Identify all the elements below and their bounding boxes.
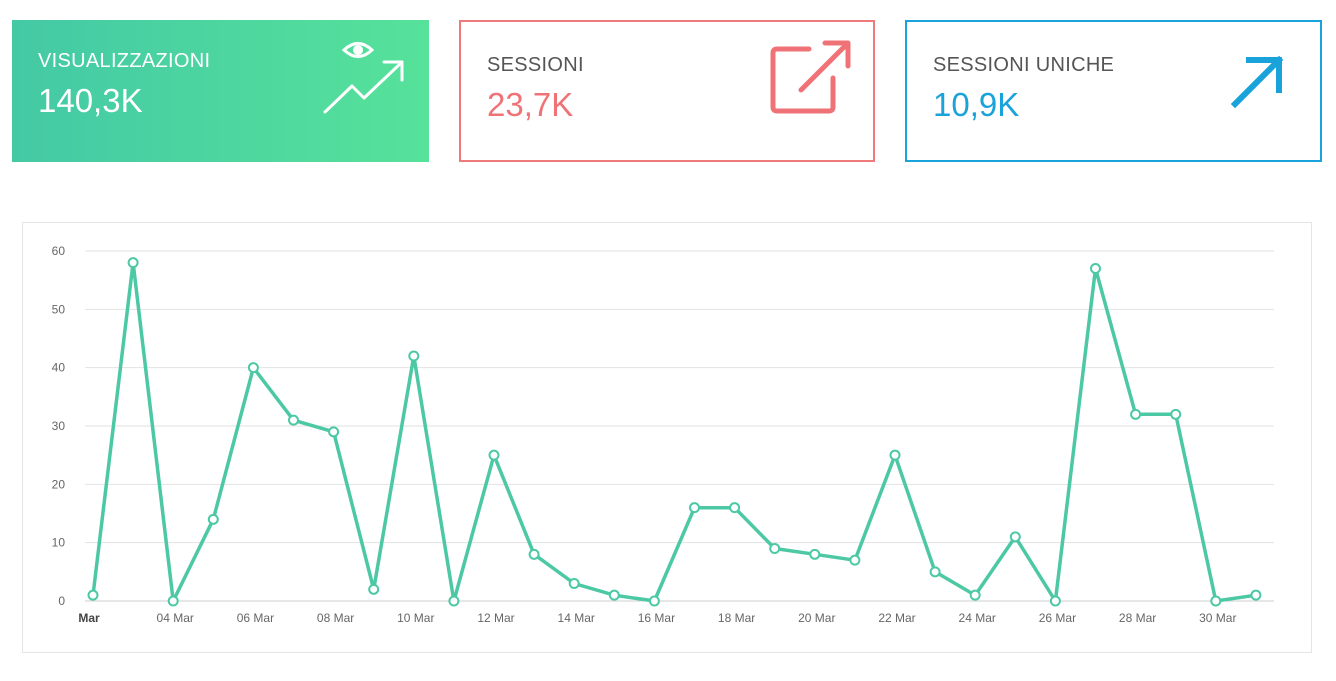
data-point-0 — [87, 589, 99, 601]
x-tick-label-8: 18 Mar — [718, 611, 755, 625]
data-point-11 — [528, 548, 540, 560]
x-tick-label-9: 20 Mar — [798, 611, 835, 625]
external-link-icon — [770, 40, 851, 114]
data-point-20 — [889, 449, 901, 461]
unique-sessions-label: SESSIONI UNICHE — [933, 54, 1115, 76]
data-point-19 — [849, 554, 861, 566]
data-point-1 — [127, 257, 139, 269]
x-tick-label-0: Mar — [78, 611, 100, 625]
x-tick-label-7: 16 Mar — [638, 611, 675, 625]
data-point-12 — [568, 578, 580, 589]
arrow-up-right-icon — [1230, 55, 1284, 109]
x-tick-label-6: 14 Mar — [558, 611, 595, 625]
data-point-21 — [929, 566, 941, 578]
data-point-3 — [207, 513, 219, 525]
data-point-4 — [247, 362, 259, 374]
y-tick-label-50: 50 — [52, 302, 66, 316]
data-point-13 — [608, 589, 620, 601]
views-value: 140,3K — [38, 82, 143, 119]
y-tick-label-40: 40 — [52, 361, 66, 375]
data-point-15 — [689, 502, 700, 514]
data-point-28 — [1210, 595, 1222, 607]
unique-sessions-card: SESSIONI UNICHE 10,9K — [905, 20, 1322, 162]
x-tick-label-10: 22 Mar — [878, 611, 915, 625]
x-tick-label-13: 28 Mar — [1119, 611, 1156, 625]
data-point-9 — [448, 595, 460, 607]
y-axis-ticks: 0 10 20 30 40 50 60 — [52, 244, 66, 608]
sessions-line-chart: 0 10 20 30 40 50 60 Mar 04 Mar 06 Mar 08 Mar 10 Ma… — [22, 222, 1312, 653]
x-tick-label-5: 12 Mar — [477, 611, 514, 625]
data-point-16 — [729, 502, 741, 514]
data-point-2 — [167, 595, 179, 607]
series-line-layer — [91, 260, 1258, 603]
data-point-14 — [648, 595, 660, 607]
series-points-layer — [87, 257, 1262, 607]
data-point-6 — [328, 426, 340, 438]
x-tick-label-2: 06 Mar — [237, 611, 274, 625]
data-point-27 — [1170, 408, 1182, 420]
x-tick-label-3: 08 Mar — [317, 611, 354, 625]
views-label: VISUALIZZAZIONI — [38, 50, 211, 72]
x-tick-label-14: 30 Mar — [1199, 611, 1236, 625]
y-tick-label-30: 30 — [52, 419, 66, 433]
data-point-7 — [368, 583, 380, 595]
data-point-29 — [1250, 589, 1262, 601]
data-point-22 — [969, 589, 981, 601]
sessions-label: SESSIONI — [487, 54, 584, 76]
data-point-17 — [769, 543, 781, 554]
data-point-25 — [1090, 263, 1101, 274]
y-tick-label-10: 10 — [52, 536, 66, 550]
data-point-24 — [1049, 595, 1061, 607]
data-point-26 — [1130, 408, 1142, 420]
views-card: VISUALIZZAZIONI 140,3K — [12, 20, 429, 162]
data-point-23 — [1009, 531, 1021, 543]
grid-layer — [85, 250, 1274, 602]
x-tick-label-11: 24 Mar — [959, 611, 996, 625]
x-tick-label-1: 04 Mar — [157, 611, 194, 625]
y-tick-label-60: 60 — [52, 244, 66, 258]
series-line — [91, 260, 1258, 603]
sessions-card: SESSIONI 23,7K — [459, 20, 875, 162]
y-tick-label-0: 0 — [58, 594, 65, 608]
data-point-8 — [408, 350, 420, 362]
unique-sessions-value: 10,9K — [933, 86, 1020, 123]
chart-svg: 0 10 20 30 40 50 60 Mar 04 Mar 06 Mar 08 Mar 10 Ma… — [52, 244, 1274, 625]
data-point-10 — [488, 449, 500, 461]
x-tick-label-12: 26 Mar — [1039, 611, 1076, 625]
data-point-5 — [288, 414, 299, 426]
eye-trending-up-icon — [323, 42, 404, 114]
y-tick-label-20: 20 — [52, 477, 66, 491]
x-tick-label-4: 10 Mar — [397, 611, 434, 625]
data-point-18 — [809, 548, 821, 560]
x-axis-ticks: Mar 04 Mar 06 Mar 08 Mar 10 Mar 12 Mar 14 Mar 1… — [78, 611, 1236, 625]
sessions-value: 23,7K — [487, 86, 574, 123]
